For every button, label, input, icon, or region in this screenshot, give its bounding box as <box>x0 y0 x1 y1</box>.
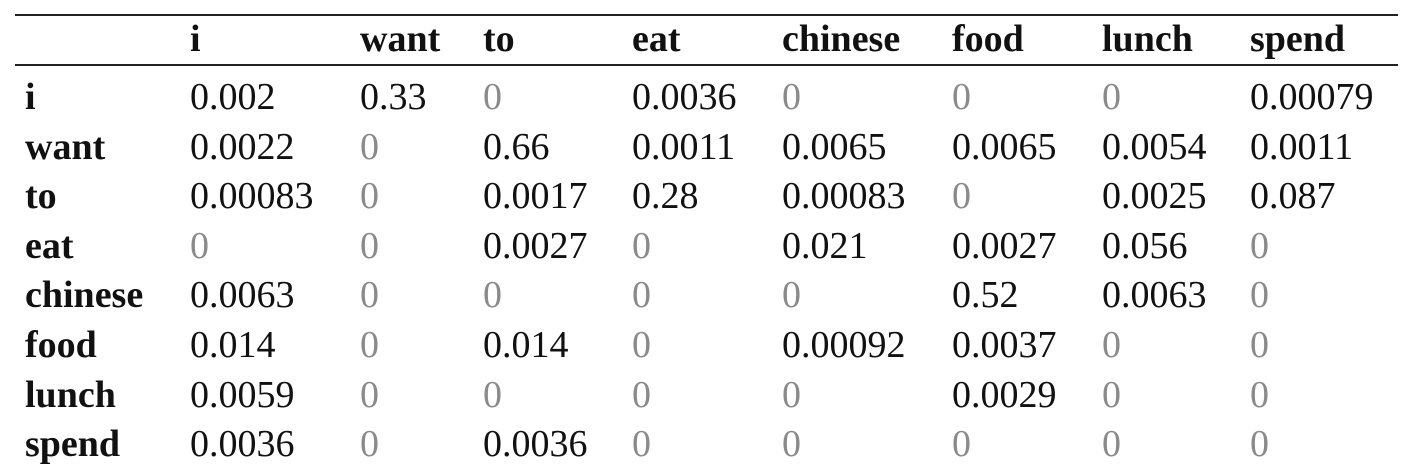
table-cell: 0 <box>1250 324 1269 366</box>
table-cell: 0 <box>632 224 651 267</box>
table-cell: 0 <box>1250 274 1269 317</box>
table-cell: 0 <box>360 373 379 416</box>
header-rule <box>15 64 1398 66</box>
row-label: chinese <box>25 274 144 317</box>
table-cell: 0 <box>632 324 651 366</box>
table-cell: 0 <box>1102 373 1121 416</box>
table-cell: 0.021 <box>782 224 868 267</box>
table-cell: 0 <box>1250 373 1269 416</box>
table-cell: 0.00079 <box>1250 76 1374 118</box>
table-cell: 0 <box>483 76 502 118</box>
table-cell: 0.0063 <box>190 274 295 317</box>
row-label: lunch <box>25 373 116 416</box>
column-header: spend <box>1250 18 1346 60</box>
row-label: spend <box>25 423 121 466</box>
row-label: i <box>25 76 36 118</box>
table-cell: 0.014 <box>483 324 569 366</box>
table-cell: 0 <box>483 373 502 416</box>
table-cell: 0.0022 <box>190 125 295 168</box>
table-cell: 0.0065 <box>952 125 1057 168</box>
table-cell: 0.0025 <box>1102 175 1207 218</box>
table-cell: 0.0027 <box>952 224 1057 267</box>
table-cell: 0 <box>782 274 801 317</box>
table-cell: 0 <box>632 274 651 317</box>
row-label: food <box>25 324 97 366</box>
table-cell: 0.0029 <box>952 373 1057 416</box>
row-label: to <box>25 175 57 218</box>
table-cell: 0 <box>360 324 379 366</box>
column-header: chinese <box>782 18 901 60</box>
table-cell: 0 <box>952 175 971 218</box>
table-cell: 0 <box>1102 423 1121 466</box>
table-cell: 0 <box>360 224 379 267</box>
table-cell: 0.66 <box>483 125 550 168</box>
column-header: lunch <box>1102 18 1193 60</box>
table-cell: 0.0011 <box>632 125 736 168</box>
table-cell: 0 <box>782 76 801 118</box>
top-rule <box>15 14 1398 16</box>
table-cell: 0 <box>483 274 502 317</box>
table-cell: 0 <box>360 125 379 168</box>
table-cell: 0.52 <box>952 274 1019 317</box>
table-cell: 0.00092 <box>782 324 906 366</box>
table-cell: 0.0011 <box>1250 125 1354 168</box>
row-label: eat <box>25 224 74 267</box>
table-cell: 0 <box>632 423 651 466</box>
table-cell: 0 <box>360 175 379 218</box>
table-cell: 0 <box>360 274 379 317</box>
table-cell: 0 <box>952 76 971 118</box>
table-cell: 0 <box>1102 76 1121 118</box>
row-label: want <box>25 125 106 168</box>
table-cell: 0 <box>1102 324 1121 366</box>
column-header: to <box>483 18 515 60</box>
column-header: food <box>952 18 1024 60</box>
table-cell: 0 <box>782 423 801 466</box>
table-cell: 0.0036 <box>632 76 737 118</box>
table-cell: 0 <box>1250 423 1269 466</box>
table-cell: 0 <box>190 224 209 267</box>
table-cell: 0.33 <box>360 76 427 118</box>
table-cell: 0.0054 <box>1102 125 1207 168</box>
table-cell: 0.0065 <box>782 125 887 168</box>
table-cell: 0 <box>632 373 651 416</box>
table-cell: 0.0017 <box>483 175 588 218</box>
table-cell: 0.0036 <box>190 423 295 466</box>
table-cell: 0 <box>1250 224 1269 267</box>
table-cell: 0.0059 <box>190 373 295 416</box>
column-header: eat <box>632 18 681 60</box>
table-cell: 0.0063 <box>1102 274 1207 317</box>
table-cell: 0.002 <box>190 76 276 118</box>
table-cell: 0.056 <box>1102 224 1188 267</box>
table-cell: 0 <box>360 423 379 466</box>
table-cell: 0 <box>782 373 801 416</box>
table-cell: 0 <box>952 423 971 466</box>
table-cell: 0.00083 <box>782 175 906 218</box>
column-header: i <box>190 18 201 60</box>
table-cell: 0.087 <box>1250 175 1336 218</box>
table-cell: 0.0037 <box>952 324 1057 366</box>
column-header: want <box>360 18 441 60</box>
table-cell: 0.0027 <box>483 224 588 267</box>
table-cell: 0.0036 <box>483 423 588 466</box>
table-cell: 0.28 <box>632 175 699 218</box>
table-cell: 0.014 <box>190 324 276 366</box>
table-cell: 0.00083 <box>190 175 314 218</box>
